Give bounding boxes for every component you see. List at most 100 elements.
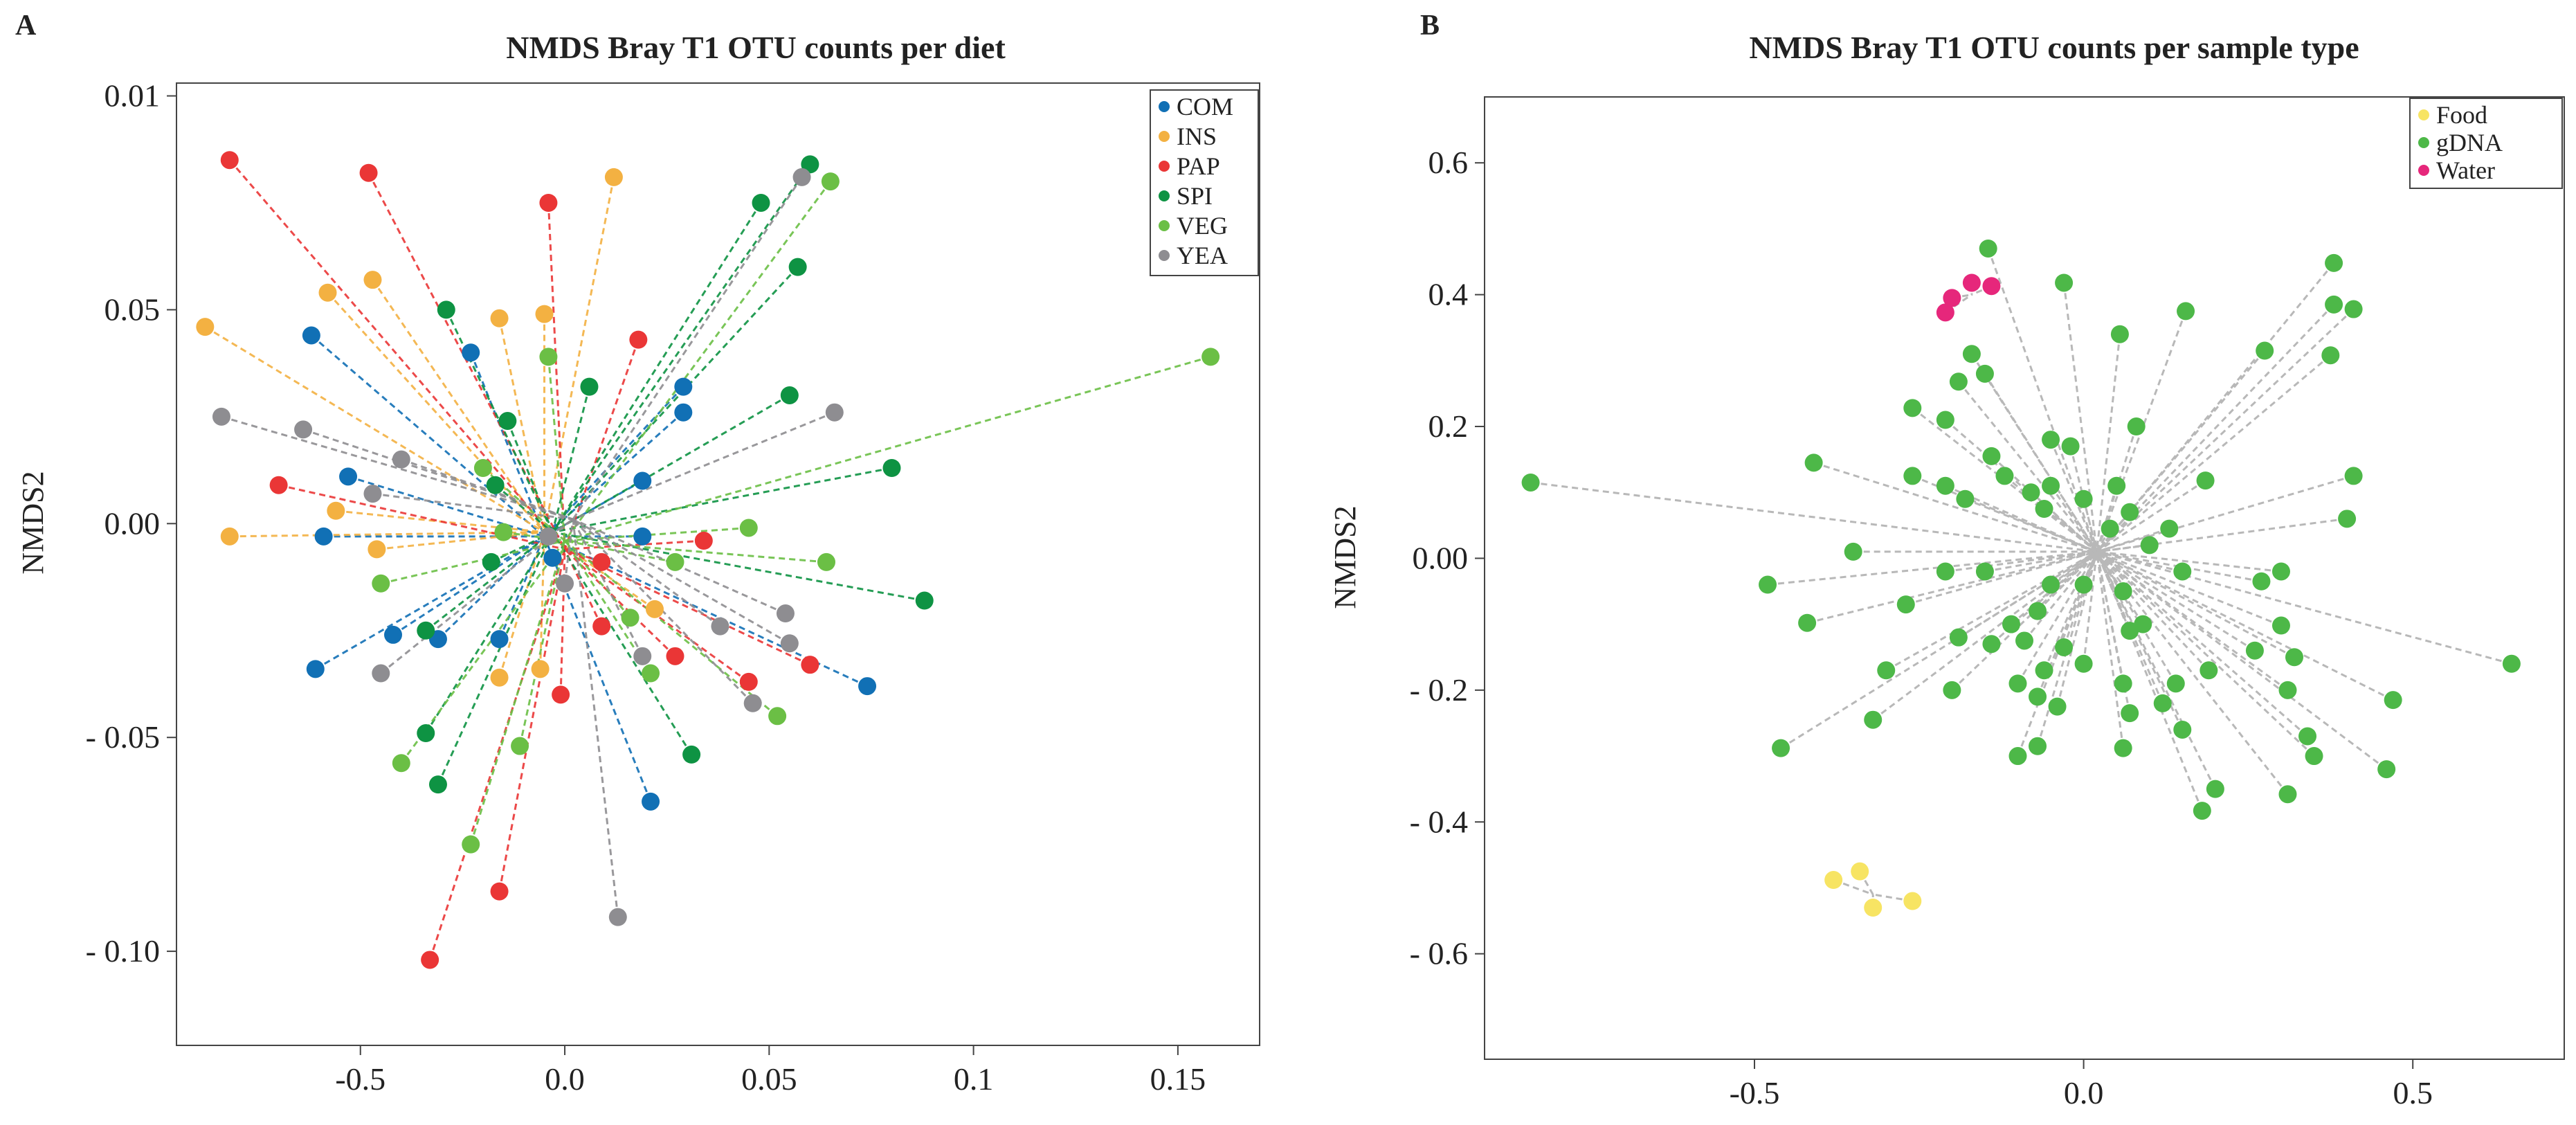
panel-b-spider-line-gdna-42 — [2096, 550, 2183, 573]
panel-b-point-gdna-70 — [2298, 727, 2317, 746]
panel-b-spider-line-gdna-71 — [2096, 550, 2315, 757]
panel-a-point-ins-9 — [531, 660, 550, 678]
panel-a-point-yea-9 — [711, 617, 729, 636]
panel-b-point-gdna-78 — [2029, 737, 2047, 755]
panel-a-spider-line-spi-9 — [494, 484, 554, 533]
panel-b-point-gdna-63 — [2008, 674, 2027, 693]
panel-b-spider-line-gdna-3 — [2096, 334, 2121, 552]
panel-a-spider-line-spi-6 — [551, 386, 590, 533]
panel-b-legend-swatch-gdna — [2418, 137, 2429, 148]
panel-b-spider-line-gdna-63 — [2017, 551, 2098, 685]
panel-a-spider-line-com-5 — [315, 535, 545, 670]
panel-a-point-com-14 — [543, 548, 562, 567]
panel-a-point-yea-11 — [780, 634, 799, 653]
panel-a-point-spi-3 — [780, 386, 799, 404]
panel-a-spider-line-pap-1 — [368, 172, 566, 550]
panel-b-point-gdna-24 — [1936, 476, 1954, 495]
panel-a-point-ins-10 — [490, 668, 509, 687]
panel-a-point-veg-5 — [372, 574, 390, 593]
panel-b-spider-line-gdna-60 — [2083, 551, 2098, 664]
panel-b-point-food-3 — [1864, 899, 1883, 917]
panel-b-spider-line-gdna-2 — [2062, 282, 2098, 552]
panel-b-point-gdna-13 — [1975, 364, 1994, 383]
panel-b-point-gdna-64 — [1943, 681, 1961, 699]
panel-b-point-gdna-26 — [2022, 483, 2040, 502]
panel-b-point-gdna-6 — [2325, 253, 2343, 272]
panel-b-point-gdna-61 — [2121, 622, 2139, 640]
panel-b-spider-line-gdna-55 — [2096, 550, 2282, 627]
panel-a-point-pap-13 — [801, 656, 819, 674]
panel-b-point-gdna-19 — [2061, 437, 2080, 456]
panel-a-point-ins-0 — [196, 318, 215, 336]
panel-b-axes: -0.5 0.0 0.5 0.6 0.4 0.2 0.00 - 0.2 - 0.4 - 0.6 — [1410, 145, 2433, 1110]
panel-a-point-pap-0 — [220, 151, 239, 170]
panel-a-spider-line-com-7 — [498, 536, 545, 640]
panel-a-point-com-0 — [302, 326, 320, 345]
panel-a-legend-box — [1150, 89, 1259, 276]
panel-b-point-gdna-47 — [2002, 615, 2020, 633]
panel-a-legend-swatch-yea — [1159, 250, 1170, 261]
panel-a-spider-line-spi-0 — [552, 163, 811, 533]
panel-a-spider-line-spi-3 — [552, 394, 790, 533]
panel-a-point-com-3 — [462, 343, 480, 362]
panel-a-spider-line-pap-13 — [564, 548, 811, 666]
panel-b-spider-line-gdna-13 — [1984, 373, 2098, 552]
panel-b-legend-label-food: Food — [2436, 101, 2487, 129]
panel-b-point-gdna-67 — [2029, 687, 2047, 706]
panel-b-point-gdna-68 — [2153, 694, 2172, 712]
panel-b-legend-label-water: Water — [2436, 156, 2495, 184]
panel-b-spider-line-gdna-58 — [2023, 550, 2098, 642]
panel-a-point-com-12 — [642, 792, 660, 811]
panel-a-spider-line-veg-5 — [380, 539, 565, 585]
panel-b-point-gdna-12 — [1962, 345, 1981, 363]
panel-a-legend-label-com: COM — [1177, 93, 1233, 120]
panel-a-spider-line-pap-11 — [563, 548, 676, 657]
panel-b-point-gdna-25 — [1995, 467, 2014, 485]
panel-a-point-veg-9 — [621, 609, 640, 627]
panel-a-point-veg-7 — [666, 552, 684, 571]
panel-a-spider-line-spi-11 — [425, 531, 554, 631]
panel-b-spider-line-gdna-22 — [1813, 461, 2098, 553]
panel-b-point-gdna-22 — [1804, 453, 1823, 472]
panel-a-point-veg-10 — [642, 664, 660, 683]
panel-a-spider-line-ins-9 — [539, 532, 546, 669]
panel-a-point-pap-7 — [421, 951, 439, 969]
panel-b-point-gdna-11 — [2338, 510, 2357, 528]
panel-a-point-veg-3 — [473, 459, 492, 477]
panel-a-y-tick-label-0: 0.01 — [105, 78, 161, 114]
panel-b-point-gdna-48 — [2029, 602, 2047, 620]
panel-b-point-gdna-40 — [2074, 575, 2093, 594]
panel-b-points — [1521, 239, 2521, 917]
panel-b-point-gdna-74 — [2048, 697, 2067, 716]
panel-a-x-tick-label-0: -0.5 — [335, 1061, 386, 1097]
panel-b-point-gdna-51 — [1982, 635, 2001, 654]
panel-a-point-com-5 — [306, 660, 325, 678]
panel-b-spider-line-food-2 — [1872, 893, 1913, 902]
panel-b-x-tick-label-0: -0.5 — [1730, 1075, 1780, 1110]
panel-a-point-yea-0 — [792, 168, 811, 186]
panel-a-point-yea-7 — [539, 527, 558, 546]
panel-a-legend-label-pap: PAP — [1177, 152, 1220, 180]
panel-a-spider-line-yea-0 — [572, 177, 803, 520]
panel-b-point-gdna-55 — [2271, 616, 2290, 635]
panel-a-spider-line-com-1 — [347, 475, 545, 538]
panel-a-spider-line-veg-2 — [564, 355, 1211, 542]
panel-b-point-gdna-7 — [2325, 295, 2343, 314]
panel-b-point-gdna-18 — [2042, 431, 2060, 449]
panel-a-spider-line-spi-1 — [552, 202, 762, 533]
panel-a-point-spi-10 — [482, 552, 500, 571]
panel-b-point-gdna-28 — [2107, 476, 2126, 495]
panel-a-point-ins-7 — [535, 305, 554, 323]
panel-b-point-gdna-46 — [1896, 595, 1915, 614]
panel-b-point-gdna-62 — [2035, 661, 2053, 680]
panel-a-point-yea-5 — [363, 485, 382, 503]
panel-b-spider-line-gdna-0 — [1530, 481, 2097, 553]
panel-a-spider-line-com-6 — [437, 535, 545, 640]
panel-a-point-pap-10 — [592, 617, 611, 636]
panel-a-point-spi-11 — [417, 621, 435, 640]
panel-a-point-pap-5 — [592, 552, 611, 571]
panel-a-spider-line-yea-4 — [401, 458, 574, 521]
panel-a-point-yea-12 — [633, 647, 652, 665]
panel-a-point-veg-0 — [821, 172, 840, 191]
panel-b-spider-line-gdna-9 — [2096, 354, 2332, 553]
